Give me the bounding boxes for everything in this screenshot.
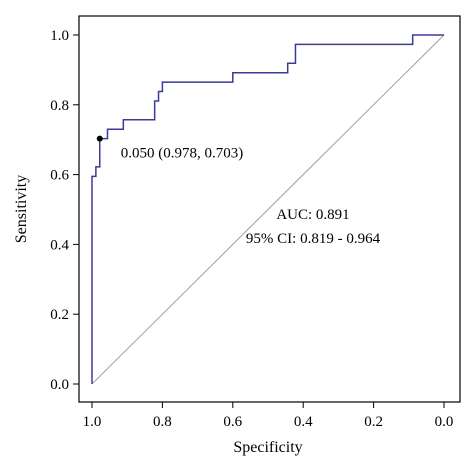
x-tick-label: 0.0 [435, 414, 454, 430]
y-tick-label: 0.6 [50, 168, 69, 184]
ci-label: 95% CI: 0.819 - 0.964 [246, 231, 381, 247]
x-tick-label: 0.6 [223, 414, 242, 430]
x-axis: 1.0 0.8 0.6 0.4 0.2 0.0 [83, 402, 454, 430]
y-axis: 0.0 0.2 0.4 0.6 0.8 1.0 [50, 28, 79, 393]
y-tick-label: 0.8 [50, 98, 69, 114]
y-tick-label: 0.2 [50, 307, 69, 323]
x-tick-label: 0.2 [364, 414, 383, 430]
x-tick-label: 1.0 [83, 414, 102, 430]
threshold-point [96, 135, 103, 142]
threshold-label: 0.050 (0.978, 0.703) [121, 146, 244, 162]
y-tick-label: 0.4 [50, 237, 69, 253]
x-tick-label: 0.8 [153, 414, 172, 430]
plot-frame [78, 15, 461, 403]
x-axis-title: Specificity [233, 439, 302, 456]
y-axis-title: Sensitivity [13, 175, 30, 243]
auc-label: AUC: 0.891 [276, 207, 349, 223]
y-tick-label: 1.0 [50, 28, 69, 44]
roc-curve [91, 34, 444, 384]
x-tick-label: 0.4 [294, 414, 313, 430]
reference-diagonal [91, 34, 445, 385]
y-tick-label: 0.0 [50, 377, 69, 393]
